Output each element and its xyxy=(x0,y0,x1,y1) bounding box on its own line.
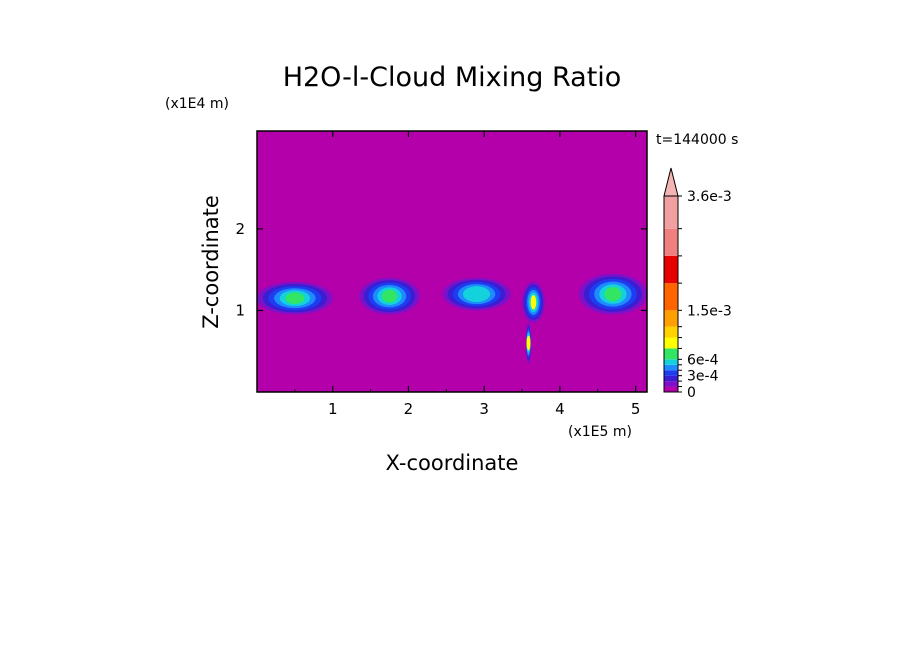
cloud-contour xyxy=(285,292,305,304)
colorbar-segment xyxy=(664,283,678,311)
colorbar-segment xyxy=(664,370,678,376)
colorbar-segment xyxy=(664,359,678,365)
x-scale-label: (x1E5 m) xyxy=(568,424,632,440)
x-tick-label: 4 xyxy=(555,400,565,418)
plot-background xyxy=(257,131,647,392)
colorbar-segment xyxy=(664,310,678,327)
colorbar-segment xyxy=(664,337,678,349)
colorbar-segment xyxy=(664,228,678,256)
colorbar-segment xyxy=(664,255,678,284)
colorbar-label: 3e-4 xyxy=(687,369,719,385)
x-axis: 1 2 3 4 5 xyxy=(294,131,641,418)
cloud-region xyxy=(359,277,420,315)
colorbar-segment xyxy=(664,196,678,229)
colorbar-extend-arrow xyxy=(663,167,679,197)
x-tick-label: 5 xyxy=(631,400,641,418)
cloud-contour xyxy=(468,288,486,300)
colorbar-segment xyxy=(664,381,678,387)
cloud-region xyxy=(522,281,545,323)
cloud-contour xyxy=(381,289,398,303)
x-axis-label: X-coordinate xyxy=(386,451,519,475)
cloud-region xyxy=(257,281,333,315)
cloud-region xyxy=(442,277,511,311)
colorbar-segment xyxy=(664,348,678,360)
x-tick-label: 2 xyxy=(404,400,414,418)
colorbar-segment xyxy=(664,375,678,382)
colorbar-segment xyxy=(664,386,678,392)
plot-frame xyxy=(256,130,648,393)
x-tick-label: 3 xyxy=(479,400,489,418)
chart-title: H2O-l-Cloud Mixing Ratio xyxy=(283,62,622,93)
colorbar-label: 3.6e-3 xyxy=(687,189,732,205)
cloud-contour xyxy=(526,335,531,351)
cloud-contour xyxy=(604,286,622,302)
colorbar-segment xyxy=(664,326,678,338)
cloud-field xyxy=(257,273,647,364)
y-axis: 12 xyxy=(235,220,647,319)
cloud-region xyxy=(525,322,532,364)
time-label: t=144000 s xyxy=(656,132,738,148)
y-tick-label: 1 xyxy=(235,301,245,319)
colorbar-frame xyxy=(663,195,679,393)
y-tick-label: 2 xyxy=(235,220,245,238)
cloud-contour xyxy=(530,295,537,310)
colorbar-label: 6e-4 xyxy=(687,352,719,368)
y-scale-label: (x1E4 m) xyxy=(165,96,229,112)
colorbar-segment xyxy=(664,364,678,371)
colorbar: 3.6e-3 1.5e-3 6e-43e-40 xyxy=(663,167,732,401)
colorbar-label: 0 xyxy=(687,385,696,401)
colorbar-label: 1.5e-3 xyxy=(687,303,732,319)
x-tick-label: 1 xyxy=(328,400,338,418)
cloud-region xyxy=(578,273,647,315)
y-axis-label: Z-coordinate xyxy=(199,195,223,329)
